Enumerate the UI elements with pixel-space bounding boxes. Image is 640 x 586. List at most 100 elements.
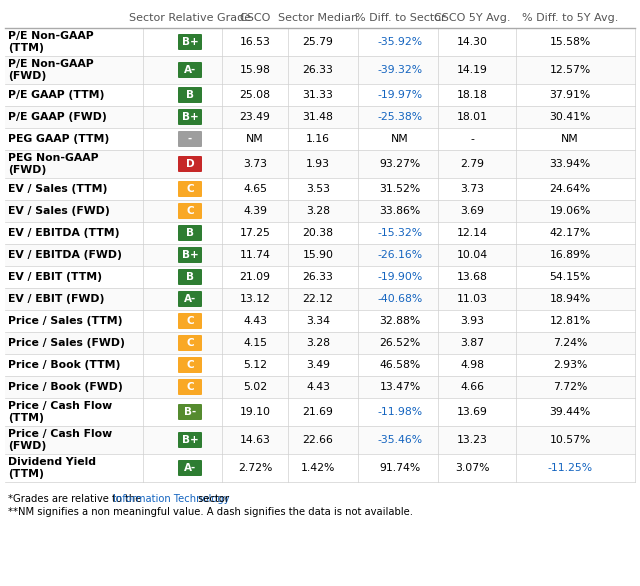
Text: 37.91%: 37.91% [549, 90, 591, 100]
Text: 33.94%: 33.94% [549, 159, 591, 169]
Text: EV / EBIT (TTM): EV / EBIT (TTM) [8, 272, 102, 282]
Text: Sector Median: Sector Median [278, 13, 358, 23]
FancyBboxPatch shape [5, 222, 635, 244]
Text: 4.98: 4.98 [460, 360, 484, 370]
Text: 13.12: 13.12 [239, 294, 271, 304]
Text: Price / Cash Flow
(FWD): Price / Cash Flow (FWD) [8, 429, 112, 451]
FancyBboxPatch shape [5, 288, 635, 310]
Text: B: B [186, 90, 194, 100]
Text: -15.32%: -15.32% [378, 228, 422, 238]
FancyBboxPatch shape [178, 313, 202, 329]
Text: 4.43: 4.43 [306, 382, 330, 392]
Text: % Diff. to Sector: % Diff. to Sector [355, 13, 445, 23]
FancyBboxPatch shape [5, 454, 635, 482]
Text: 21.09: 21.09 [239, 272, 271, 282]
Text: C: C [186, 316, 194, 326]
FancyBboxPatch shape [5, 128, 635, 150]
Text: B+: B+ [182, 250, 198, 260]
Text: CSCO 5Y Avg.: CSCO 5Y Avg. [434, 13, 510, 23]
Text: 15.58%: 15.58% [549, 37, 591, 47]
Text: 23.49: 23.49 [239, 112, 271, 122]
Text: 3.73: 3.73 [243, 159, 267, 169]
Text: 12.57%: 12.57% [549, 65, 591, 75]
FancyBboxPatch shape [5, 84, 635, 106]
FancyBboxPatch shape [5, 200, 635, 222]
Text: 14.63: 14.63 [239, 435, 271, 445]
Text: A-: A- [184, 463, 196, 473]
Text: 18.01: 18.01 [456, 112, 488, 122]
FancyBboxPatch shape [5, 426, 635, 454]
Text: 26.52%: 26.52% [380, 338, 420, 348]
Text: 1.93: 1.93 [306, 159, 330, 169]
Text: -35.46%: -35.46% [378, 435, 422, 445]
Text: P/E GAAP (TTM): P/E GAAP (TTM) [8, 90, 104, 100]
FancyBboxPatch shape [178, 181, 202, 197]
Text: A-: A- [184, 65, 196, 75]
FancyBboxPatch shape [178, 225, 202, 241]
Text: **NM signifies a non meaningful value. A dash signifies the data is not availabl: **NM signifies a non meaningful value. A… [8, 507, 413, 517]
Text: B+: B+ [182, 435, 198, 445]
Text: 3.28: 3.28 [306, 338, 330, 348]
Text: 11.03: 11.03 [456, 294, 488, 304]
FancyBboxPatch shape [178, 357, 202, 373]
Text: -: - [470, 134, 474, 144]
Text: EV / Sales (TTM): EV / Sales (TTM) [8, 184, 108, 194]
Text: 32.88%: 32.88% [380, 316, 420, 326]
Text: 3.07%: 3.07% [455, 463, 489, 473]
Text: 25.79: 25.79 [303, 37, 333, 47]
Text: PEG GAAP (TTM): PEG GAAP (TTM) [8, 134, 109, 144]
FancyBboxPatch shape [178, 34, 202, 50]
Text: B+: B+ [182, 112, 198, 122]
Text: 10.57%: 10.57% [549, 435, 591, 445]
Text: -19.90%: -19.90% [378, 272, 422, 282]
Text: P/E GAAP (FWD): P/E GAAP (FWD) [8, 112, 107, 122]
Text: 13.23: 13.23 [456, 435, 488, 445]
Text: D: D [186, 159, 195, 169]
FancyBboxPatch shape [178, 379, 202, 395]
FancyBboxPatch shape [178, 432, 202, 448]
Text: 5.02: 5.02 [243, 382, 267, 392]
Text: 22.12: 22.12 [303, 294, 333, 304]
FancyBboxPatch shape [178, 87, 202, 103]
FancyBboxPatch shape [5, 150, 635, 178]
Text: 1.42%: 1.42% [301, 463, 335, 473]
Text: P/E Non-GAAP
(TTM): P/E Non-GAAP (TTM) [8, 31, 93, 53]
Text: 2.79: 2.79 [460, 159, 484, 169]
Text: P/E Non-GAAP
(FWD): P/E Non-GAAP (FWD) [8, 59, 93, 81]
FancyBboxPatch shape [178, 109, 202, 125]
Text: 31.52%: 31.52% [380, 184, 420, 194]
Text: 13.69: 13.69 [456, 407, 488, 417]
FancyBboxPatch shape [5, 266, 635, 288]
Text: C: C [186, 338, 194, 348]
Text: 19.06%: 19.06% [549, 206, 591, 216]
Text: 3.53: 3.53 [306, 184, 330, 194]
Text: 7.72%: 7.72% [553, 382, 587, 392]
FancyBboxPatch shape [178, 335, 202, 351]
Text: C: C [186, 382, 194, 392]
Text: C: C [186, 206, 194, 216]
Text: -: - [188, 134, 192, 144]
Text: 54.15%: 54.15% [549, 272, 591, 282]
Text: 26.33: 26.33 [303, 272, 333, 282]
Text: PEG Non-GAAP
(FWD): PEG Non-GAAP (FWD) [8, 153, 99, 175]
Text: 3.69: 3.69 [460, 206, 484, 216]
Text: 11.74: 11.74 [239, 250, 271, 260]
Text: 42.17%: 42.17% [549, 228, 591, 238]
Text: -25.38%: -25.38% [378, 112, 422, 122]
FancyBboxPatch shape [5, 398, 635, 426]
Text: 91.74%: 91.74% [380, 463, 420, 473]
Text: 5.12: 5.12 [243, 360, 267, 370]
FancyBboxPatch shape [5, 28, 635, 56]
Text: 14.30: 14.30 [456, 37, 488, 47]
Text: 10.04: 10.04 [456, 250, 488, 260]
Text: 4.65: 4.65 [243, 184, 267, 194]
Text: -11.98%: -11.98% [378, 407, 422, 417]
FancyBboxPatch shape [178, 131, 202, 147]
Text: Sector Relative Grade: Sector Relative Grade [129, 13, 251, 23]
Text: 2.72%: 2.72% [238, 463, 272, 473]
Text: % Diff. to 5Y Avg.: % Diff. to 5Y Avg. [522, 13, 618, 23]
Text: *Grades are relative to the: *Grades are relative to the [8, 494, 145, 504]
Text: EV / EBITDA (TTM): EV / EBITDA (TTM) [8, 228, 120, 238]
Text: 33.86%: 33.86% [380, 206, 420, 216]
Text: B: B [186, 272, 194, 282]
